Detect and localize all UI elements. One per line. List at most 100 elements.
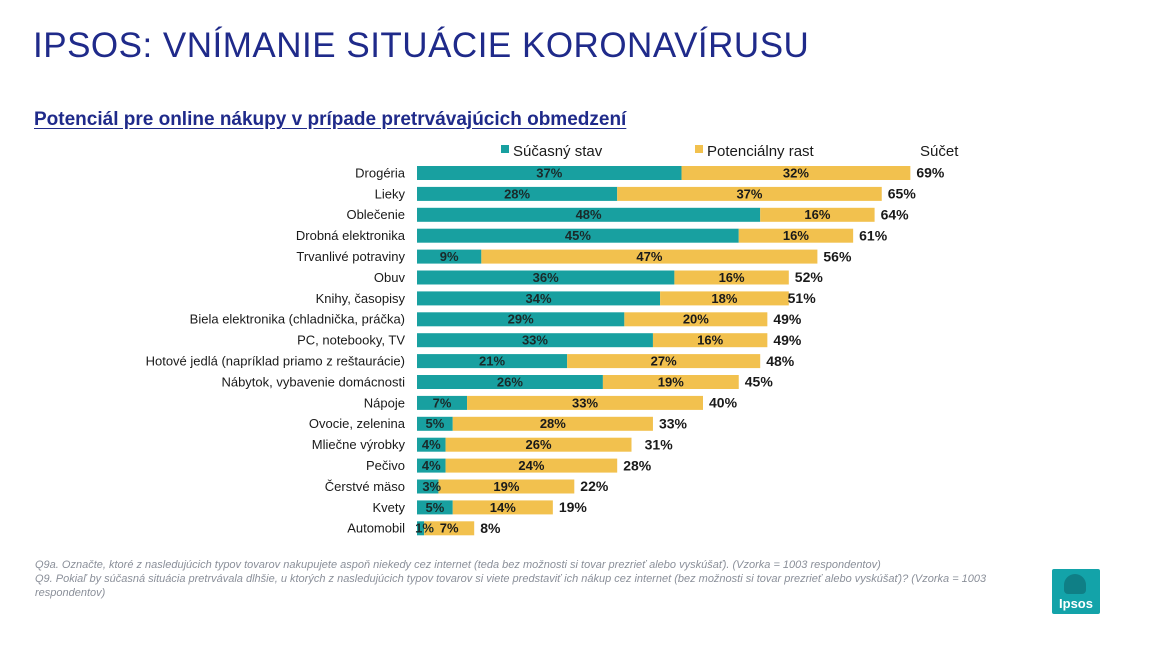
bar-current — [417, 521, 425, 536]
category-label: Nábytok, vybavenie domácnosti — [221, 374, 405, 389]
footnote-q9: Q9. Pokiaľ by súčasná situácia pretrváva… — [35, 573, 987, 599]
category-label: Knihy, časopisy — [316, 291, 406, 306]
bar-current — [417, 166, 682, 180]
category-label: Hotové jedlá (napríklad priamo z reštaur… — [146, 354, 405, 369]
legend-label-total: Súčet — [920, 143, 959, 160]
data-label-current: 48% — [576, 207, 602, 222]
category-label: Pečivo — [366, 458, 405, 473]
data-label-total: 22% — [580, 478, 609, 494]
data-label-potential: 19% — [658, 374, 684, 389]
data-label-potential: 47% — [636, 249, 662, 264]
bar-current — [417, 354, 568, 369]
data-label-current: 5% — [425, 416, 444, 431]
data-label-potential: 16% — [719, 270, 745, 285]
category-label: PC, notebooky, TV — [297, 333, 405, 348]
data-label-current: 1% — [415, 521, 434, 536]
data-label-current: 3% — [422, 479, 441, 494]
data-label-total: 56% — [823, 248, 852, 264]
category-label: Biela elektronika (chladnička, práčka) — [190, 312, 405, 327]
bar-potential — [617, 186, 882, 201]
data-label-current: 34% — [526, 291, 552, 306]
bar-potential — [481, 249, 818, 264]
bar-current — [417, 395, 468, 410]
footnote-q9a: Q9a. Označte, ktoré z nasledujúcich typo… — [35, 559, 881, 571]
data-label-current: 36% — [533, 270, 559, 285]
data-label-potential: 26% — [526, 437, 552, 452]
bar-potential — [738, 228, 854, 243]
category-label: Nápoje — [364, 395, 405, 410]
data-label-total: 40% — [709, 395, 738, 411]
data-label-potential: 16% — [697, 333, 723, 348]
legend-swatch-current — [501, 145, 509, 153]
bar-current — [417, 500, 453, 515]
data-label-total: 49% — [773, 311, 802, 327]
data-label-total: 65% — [888, 186, 917, 202]
data-label-potential: 20% — [683, 312, 709, 327]
bar-current — [417, 437, 446, 452]
data-label-current: 29% — [508, 312, 534, 327]
bar-potential — [438, 479, 575, 494]
bar-potential — [652, 333, 768, 348]
data-label-total: 69% — [916, 165, 945, 181]
data-label-total: 52% — [795, 269, 824, 285]
bar-potential — [674, 270, 789, 285]
category-label: Čerstvé mäso — [325, 479, 405, 494]
category-label: Mliečne výrobky — [312, 437, 406, 452]
data-label-total: 61% — [859, 227, 888, 243]
bar-current — [417, 458, 446, 473]
bar-current — [417, 375, 603, 389]
data-label-potential: 24% — [518, 458, 544, 473]
data-label-current: 21% — [479, 354, 505, 369]
bar-current — [417, 249, 482, 264]
bar-potential — [452, 500, 553, 515]
bar-potential — [660, 291, 789, 306]
bar-potential — [445, 458, 618, 473]
data-label-potential: 19% — [493, 479, 519, 494]
category-label: Kvety — [372, 500, 405, 515]
data-label-potential: 37% — [736, 186, 762, 201]
ipsos-logo: Ipsos — [1052, 569, 1100, 614]
data-label-current: 37% — [536, 165, 562, 180]
footnotes: Q9a. Označte, ktoré z nasledujúcich typo… — [35, 558, 1045, 600]
bar-potential — [760, 207, 875, 222]
data-label-current: 26% — [497, 374, 523, 389]
bar-potential — [602, 375, 739, 389]
category-label: Oblečenie — [346, 207, 405, 222]
bar-current — [417, 416, 453, 431]
logo-mark-icon — [1064, 574, 1086, 594]
bar-potential — [452, 416, 653, 431]
legend-label-potential: Potenciálny rast — [707, 143, 815, 160]
bar-potential — [624, 312, 768, 327]
category-label: Obuv — [374, 270, 406, 285]
chart-subtitle: Potenciál pre online nákupy v prípade pr… — [34, 109, 627, 130]
bar-current — [417, 479, 439, 494]
data-label-potential: 18% — [711, 291, 737, 306]
data-label-potential: 28% — [540, 416, 566, 431]
bar-current — [417, 228, 739, 243]
category-label: Drogéria — [355, 165, 406, 180]
data-label-total: 64% — [881, 207, 910, 223]
bar-current — [417, 291, 661, 306]
data-label-current: 28% — [504, 186, 530, 201]
data-label-potential: 27% — [651, 354, 677, 369]
bar-potential — [467, 395, 703, 410]
data-label-potential: 7% — [440, 521, 459, 536]
page-title: IPSOS: VNÍMANIE SITUÁCIE KORONAVÍRUSU — [33, 26, 810, 65]
bar-potential — [445, 437, 632, 452]
data-label-current: 4% — [422, 458, 441, 473]
data-label-current: 5% — [425, 500, 444, 515]
data-label-total: 33% — [659, 416, 688, 432]
category-label: Drobná elektronika — [296, 228, 406, 243]
data-label-total: 51% — [788, 290, 817, 306]
data-label-total: 48% — [766, 353, 795, 369]
data-label-potential: 16% — [804, 207, 830, 222]
category-label: Automobil — [347, 521, 405, 536]
bar-current — [417, 270, 675, 285]
category-label: Trvanlivé potraviny — [296, 249, 405, 264]
data-label-current: 9% — [440, 249, 459, 264]
bar-potential — [567, 354, 761, 369]
data-label-potential: 33% — [572, 395, 598, 410]
bar-potential — [424, 521, 475, 536]
data-label-current: 7% — [433, 395, 452, 410]
data-label-current: 4% — [422, 437, 441, 452]
